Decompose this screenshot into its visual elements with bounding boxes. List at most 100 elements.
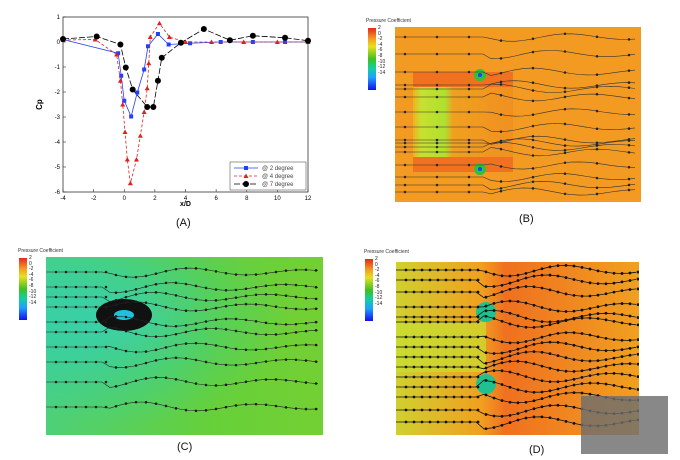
streamline-marker [636, 303, 639, 307]
series-0 [61, 32, 310, 119]
data-point [119, 73, 124, 78]
streamline-marker [404, 408, 408, 412]
streamline-marker [435, 141, 439, 145]
colorbar-tick: 0 [375, 261, 378, 268]
pressure-field-b [395, 27, 641, 202]
panel-label-a: (A) [176, 217, 191, 229]
streamline-marker [532, 274, 536, 278]
streamline-marker [532, 269, 536, 273]
streamline-marker [74, 295, 78, 299]
streamline-marker [174, 378, 178, 381]
streamline-marker [516, 388, 520, 392]
y-tick-label: -1 [55, 65, 61, 71]
streamline-marker [556, 290, 560, 294]
streamline-marker [54, 360, 58, 364]
streamline-marker [627, 177, 631, 181]
streamline-marker [595, 109, 599, 113]
streamline-marker [484, 309, 488, 313]
streamline-marker [620, 338, 624, 342]
streamline-marker [612, 271, 616, 275]
streamline-marker [476, 335, 480, 339]
streamline-marker [428, 320, 432, 324]
streamline [395, 173, 636, 182]
streamline-marker [264, 403, 268, 407]
streamline-marker [499, 189, 503, 193]
streamline-marker [214, 384, 218, 387]
streamline-marker [620, 385, 624, 389]
streamline-marker [54, 320, 58, 324]
data-point [93, 33, 100, 40]
streamline-marker [428, 268, 432, 272]
streamline-marker [164, 334, 168, 338]
streamline-marker [620, 362, 624, 366]
streamline-marker [64, 405, 68, 409]
streamline-marker [468, 278, 472, 282]
streamline-marker [435, 52, 439, 56]
colorbar-tick: 2 [29, 255, 32, 261]
streamline-marker [628, 338, 632, 342]
colorbar-tick: -12 [375, 295, 383, 302]
streamline-marker [499, 165, 503, 168]
streamline-marker [452, 365, 456, 369]
streamline-marker [460, 365, 464, 369]
streamline-marker [428, 365, 432, 369]
streamline-marker [564, 292, 568, 296]
streamline-marker [580, 332, 584, 335]
data-point [144, 104, 151, 110]
streamline-marker [244, 380, 248, 384]
streamline-marker [412, 420, 416, 424]
streamline-marker [612, 302, 616, 306]
streamline-marker [484, 295, 488, 299]
streamline-marker [548, 380, 552, 384]
streamline-marker [548, 389, 552, 393]
streamline-marker [532, 350, 536, 354]
streamline-marker [403, 110, 407, 114]
streamline-marker [314, 269, 318, 272]
x-tick-label: 4 [184, 196, 188, 202]
streamline-marker [564, 319, 568, 323]
streamline-marker [452, 375, 456, 379]
streamline-marker [524, 400, 528, 404]
streamline-marker [74, 360, 78, 364]
streamline-marker [531, 37, 535, 41]
data-point [154, 77, 161, 84]
streamline-marker [294, 283, 298, 287]
streamline-marker [627, 53, 631, 57]
streamline-marker [174, 343, 178, 347]
streamline-marker [468, 290, 472, 294]
data-point [200, 26, 207, 32]
streamline-marker [224, 346, 228, 349]
streamline-marker [436, 365, 440, 369]
streamline-marker [274, 346, 278, 349]
streamline-marker [627, 188, 631, 192]
streamline-marker [284, 323, 288, 326]
streamline-marker [612, 338, 616, 342]
data-point [226, 37, 233, 44]
streamline-marker [294, 343, 298, 347]
streamline-marker [234, 317, 238, 321]
streamline-marker [531, 187, 535, 190]
streamline-marker [452, 385, 456, 389]
streamline-marker [476, 365, 480, 369]
streamline-marker [134, 275, 138, 279]
streamline-marker [244, 294, 248, 298]
streamline-marker [499, 187, 503, 190]
streamline-marker [636, 287, 639, 291]
streamline-marker [580, 369, 584, 373]
streamline-marker [628, 373, 632, 377]
streamline-marker [540, 306, 544, 309]
streamline-marker [500, 340, 504, 344]
legend-entry: @ 7 degree [262, 182, 294, 188]
streamline-marker [531, 89, 535, 92]
panel-label-c: (C) [177, 441, 193, 453]
streamline-marker [294, 322, 298, 326]
streamline-marker [532, 318, 536, 322]
legend-entry: @ 4 degree [262, 174, 294, 180]
streamline-marker [224, 328, 228, 331]
streamline-marker [467, 52, 471, 56]
streamline-marker [420, 315, 424, 319]
streamline-marker [460, 278, 464, 282]
streamline-marker [436, 420, 440, 424]
streamline-marker [531, 154, 535, 157]
streamline [395, 92, 636, 102]
